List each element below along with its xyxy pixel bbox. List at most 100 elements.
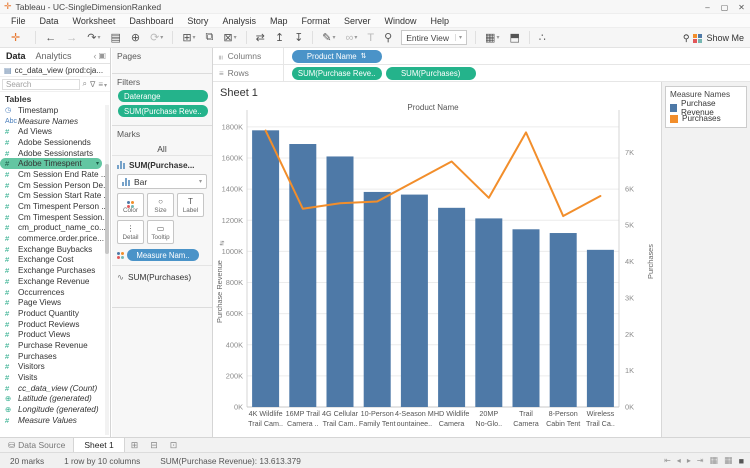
detail-button[interactable]: ⋮ Detail [117,220,144,244]
field-measure-values[interactable]: # Measure Values [0,415,106,426]
group-members-icon[interactable]: ∞ ▾ [345,31,358,44]
refresh-icon[interactable]: ⟳ ▾ [150,32,164,44]
field-cm-session-start-rate[interactable]: # Cm Session Start Rate ... [0,191,106,202]
undo-icon[interactable]: ↷ ▾ [87,32,101,44]
menu-item-help[interactable]: Help [430,15,450,26]
tableau-logo-icon[interactable]: ✛ [11,32,21,44]
field-cm-session-end-rate[interactable]: # Cm Session End Rate ... [0,169,106,180]
show-sheet-sorter-icon[interactable]: ■ [738,455,744,466]
data-source-tab[interactable]: ⛁ Data Source [8,439,66,451]
sort-descending-icon[interactable]: ↧ [294,32,304,44]
marks-all-tab[interactable]: All [112,142,212,156]
field-exchange-revenue[interactable]: # Exchange Revenue [0,276,106,287]
field-commerce-order-price[interactable]: # commerce.order.price... [0,233,106,244]
view-options-icon[interactable]: ≡▾ [98,79,107,89]
field-adobe-sessionends[interactable]: # Adobe Sessionends [0,137,106,148]
field-purchase-revenue[interactable]: # Purchase Revenue [0,340,106,351]
swap-rows-columns-icon[interactable]: ⇄ [255,32,265,44]
last-sheet-icon[interactable]: ⇥ [696,456,704,465]
field-product-views[interactable]: # Product Views [0,329,106,340]
color-button[interactable]: Color [117,193,144,217]
share-icon[interactable]: ∴ [538,32,546,44]
collapse-pane-icon[interactable]: ▣ [98,51,106,60]
sheet1-tab[interactable]: Sheet 1 [73,438,125,452]
field-longitude-generated[interactable]: ⊕ Longitude (generated) [0,404,106,415]
fit-selector[interactable]: Entire View ▾ [401,30,468,45]
field-cm-product-name-co[interactable]: # cm_product_name_co... [0,223,106,234]
field-ad-views[interactable]: # Ad Views [0,126,106,137]
fix-axes-icon[interactable]: ⚲ [384,32,393,44]
show-tabs-icon[interactable]: ▦ [709,455,719,465]
bar-mark[interactable] [438,207,466,407]
field-visitors[interactable]: # Visitors [0,362,106,373]
columns-shelf[interactable]: ≡ Columns Product Name ⇅ [213,47,750,65]
marks-section-purchase-revenue[interactable]: SUM(Purchase... [117,157,207,172]
menu-item-map[interactable]: Map [269,15,288,26]
next-sheet-icon[interactable]: ▸ [686,456,691,465]
field-exchange-buybacks[interactable]: # Exchange Buybacks [0,244,106,255]
label-button[interactable]: T Label [177,193,204,217]
tooltip-button[interactable]: ▭ Tooltip [147,220,174,244]
show-me-button[interactable]: Show Me [706,33,744,43]
datasource-row[interactable]: ▤ cc_data_view (prod:cja... [0,64,110,77]
menu-item-dashboard[interactable]: Dashboard [129,15,174,26]
field-measure-names[interactable]: Abc Measure Names [0,116,106,127]
bar-mark[interactable] [549,233,577,407]
rows-shelf[interactable]: ≡ Rows SUM(Purchase Reve.. SUM(Purchases) [213,64,750,82]
filter-pill-daterange[interactable]: Daterange [118,90,208,102]
field-occurrences[interactable]: # Occurrences [0,287,106,298]
field-exchange-purchases[interactable]: # Exchange Purchases [0,265,106,276]
field-timestamp[interactable]: ◷ Timestamp [0,105,106,116]
new-story-icon[interactable]: ⊡ [169,439,178,450]
duplicate-sheet-icon[interactable]: ⧉ [205,31,214,43]
previous-sheet-icon[interactable]: ◂ [676,456,681,465]
measure-names-pill[interactable]: Measure Nam.. [127,249,199,261]
menu-item-worksheet[interactable]: Worksheet [72,15,116,26]
menu-item-story[interactable]: Story [187,15,209,26]
field-cm-session-person-de[interactable]: # Cm Session Person De... [0,180,106,191]
forward-icon[interactable]: → [66,31,78,44]
show-cards-icon[interactable]: ▦ ▾ [485,32,500,44]
pill-sum-purchase-reve[interactable]: SUM(Purchase Reve.. [291,66,382,80]
menu-item-server[interactable]: Server [343,15,371,26]
bar-mark[interactable] [252,130,280,407]
mark-type-dropdown[interactable]: Bar ▾ [117,174,207,189]
bar-mark[interactable] [475,218,503,407]
tab-data[interactable]: Data [6,50,26,61]
menu-item-window[interactable]: Window [384,15,417,26]
bar-mark[interactable] [363,191,391,407]
menu-item-data[interactable]: Data [39,15,59,26]
field-latitude-generated[interactable]: ⊕ Latitude (generated) [0,394,106,405]
field-page-views[interactable]: # Page Views [0,297,106,308]
close-button[interactable]: ✕ [738,2,745,12]
show-filmstrip-icon[interactable]: ▦ [724,455,733,465]
marks-section-purchases[interactable]: ∿ SUM(Purchases) [117,271,192,282]
show-mark-labels-icon[interactable]: T [367,31,375,44]
pill-product-name[interactable]: Product Name ⇅ [291,49,382,63]
axis-sort-icon[interactable]: ⇵ [219,241,225,248]
field-exchange-cost[interactable]: # Exchange Cost [0,255,106,266]
bar-mark[interactable] [512,229,540,407]
field-cc-data-view-count[interactable]: # cc_data_view (Count) [0,383,106,394]
size-button[interactable]: ○ Size [147,193,174,217]
highlight-icon[interactable]: ✎ ▾ [322,32,336,44]
field-visits[interactable]: # Visits [0,372,106,383]
new-dashboard-icon[interactable]: ⊟ [150,439,158,450]
legend-entry-purchases[interactable]: Purchases [670,113,742,124]
field-product-reviews[interactable]: # Product Reviews [0,319,106,330]
field-purchases[interactable]: # Purchases [0,351,106,362]
sort-ascending-icon[interactable]: ↥ [274,32,285,44]
bar-mark[interactable] [326,156,354,407]
new-datasource-icon[interactable]: ⊕ [130,32,141,44]
minimize-button[interactable]: – [705,2,710,12]
bar-mark[interactable] [400,194,428,407]
chevron-down-icon[interactable]: ▾ [95,161,99,168]
clear-sheet-icon[interactable]: ⊠ ▾ [223,32,237,44]
field-adobe-timespent[interactable]: # Adobe Timespent ▾ [0,158,102,170]
menu-item-file[interactable]: File [11,15,26,26]
filter-funnel-icon[interactable]: ∇ [89,79,96,89]
bar-mark[interactable] [289,144,317,408]
chevron-left-icon[interactable]: ‹ [93,50,97,61]
new-worksheet-icon[interactable]: ⊞ [130,439,139,450]
presentation-mode-icon[interactable]: ⬒ [509,32,520,44]
